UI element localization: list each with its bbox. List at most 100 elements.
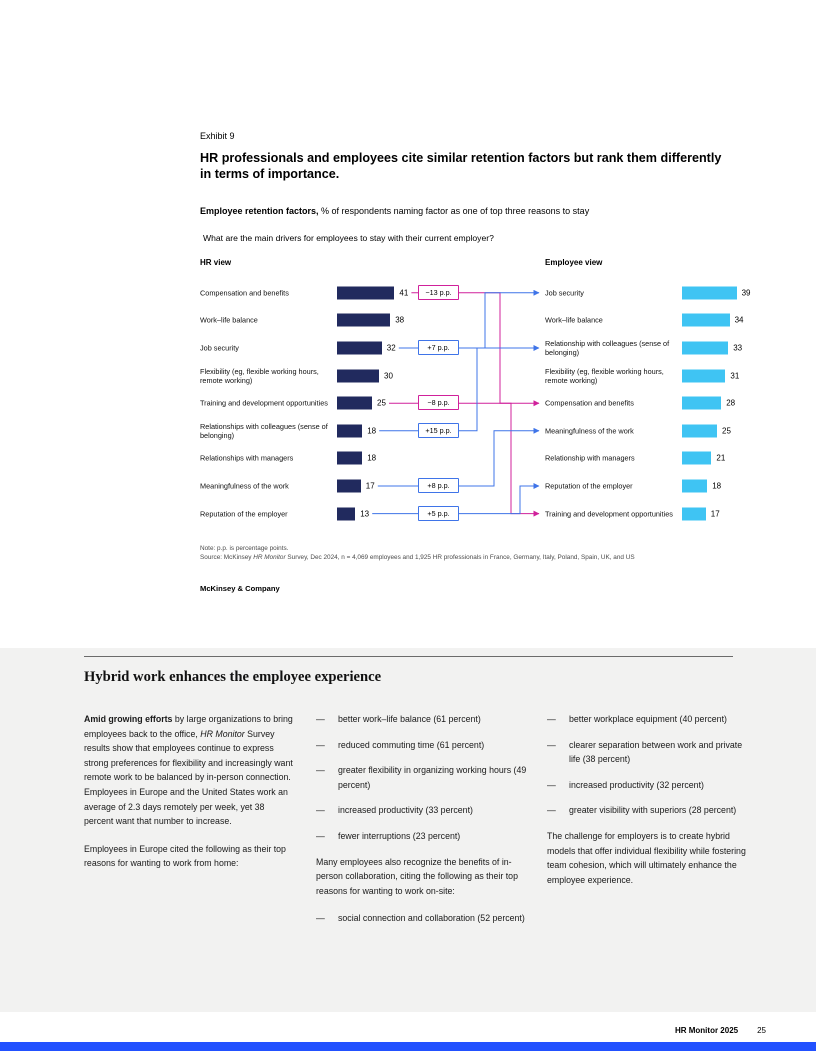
bar-value: 18 [712, 481, 722, 491]
bullet-dash: — [547, 805, 556, 816]
bar-value: 25 [377, 398, 386, 408]
chart-row: Work–life balance 34 [545, 307, 765, 335]
chart-row: Compensation and benefits 28 [545, 389, 765, 417]
bar [337, 313, 391, 327]
intro-text-1: by large organizations to bring employee… [84, 714, 293, 739]
footer-report-title: HR Monitor 2025 [674, 1026, 739, 1035]
bullet-item: — greater visibility with superiors (28 p… [547, 803, 748, 818]
chart-row: Training and development opportunities 17 [545, 500, 765, 528]
bullet-dash: — [316, 714, 325, 724]
bullet-item: — social connection and collaboration (52… [316, 911, 527, 926]
exhibit-section: Exhibit 9 HR professionals and employees… [200, 131, 766, 593]
category-label: Work–life balance [545, 315, 603, 325]
bullet-dash: — [316, 739, 325, 750]
bullet-item: — increased productivity (33 percent) [316, 803, 527, 818]
bullet-text: increased productivity (32 percent) [569, 779, 704, 790]
view-headers: HR view Employee view [200, 258, 766, 270]
chart-row: Relationship with managers 21 [545, 445, 765, 473]
category-label: Flexibility (eg, flexible working hours,… [200, 366, 319, 385]
bar [682, 396, 722, 410]
category-label: Meaningfulness of the work [545, 426, 634, 436]
article-column-2: — better work–life balance (61 percent) — r… [316, 712, 527, 937]
bullet-dash: — [316, 830, 325, 841]
category-label: Reputation of the employer [545, 481, 633, 491]
bullet-text: greater visibility with superiors (28 pe… [569, 805, 737, 816]
bullet-dash: — [316, 765, 325, 776]
paragraph: Many employees also recognize the benefi… [316, 856, 518, 896]
bullet-text: better work–life balance (61 percent) [338, 714, 481, 724]
chart-row: Training and development opportunities 25 [200, 389, 420, 417]
chart-row: Work–life balance 38 [200, 307, 420, 335]
pp-change-label: +8 p.p. [418, 478, 459, 493]
bullet-dash: — [316, 805, 325, 816]
bullet-text: social connection and collaboration (52 … [338, 913, 525, 924]
chart-row: Relationships with colleagues (sense of … [200, 417, 420, 445]
bar [682, 479, 708, 493]
category-label: Work–life balance [200, 315, 258, 325]
exhibit-subtitle: Employee retention factors, % of respond… [200, 206, 766, 216]
category-label: Compensation and benefits [545, 398, 634, 408]
article-band: Hybrid work enhances the employee experi… [0, 648, 816, 1012]
paragraph: Employees in Europe cited the following … [84, 843, 286, 869]
chart-row: Flexibility (eg, flexible working hours,… [200, 362, 420, 390]
bar [337, 341, 382, 355]
bullet-item: — better workplace equipment (40 percent) [547, 712, 748, 727]
pp-change-label: +7 p.p. [418, 340, 459, 355]
article-column-3: — better workplace equipment (40 percent)… [547, 712, 748, 937]
bullet-item: — clearer separation between work and pri… [547, 738, 748, 767]
bar-value: 34 [734, 315, 744, 325]
bar-value: 18 [367, 453, 377, 463]
bar [337, 396, 372, 410]
page-footer: HR Monitor 2025 25 [675, 1026, 766, 1035]
chart-row: Meaningfulness of the work 25 [545, 417, 765, 445]
employee-view-rows: Job security 39 Work–life balance 34 Relatio… [545, 279, 765, 527]
bullet-text: clearer separation between work and priv… [569, 739, 743, 765]
bar-value: 25 [722, 426, 731, 436]
category-label: Relationships with colleagues (sense of … [200, 421, 328, 440]
source-rest: Survey, Dec 2024, n = 4,069 employees an… [285, 553, 635, 561]
bar-value: 39 [741, 288, 751, 298]
bar-value: 31 [730, 371, 740, 381]
source-prefix: Source: McKinsey [200, 553, 254, 561]
chart-row: Reputation of the employer 13 [200, 500, 420, 528]
chart-row: Job security 39 [545, 279, 765, 307]
article-divider [84, 656, 733, 657]
bullet-item: — better work–life balance (61 percent) [316, 712, 527, 727]
category-label: Training and development opportunities [200, 398, 328, 408]
exhibit-source: Source: McKinsey HR Monitor Survey, Dec … [200, 554, 766, 563]
category-label: Relationship with managers [545, 453, 635, 463]
bullet-text: reduced commuting time (61 percent) [338, 739, 485, 750]
category-label: Training and development opportunities [545, 509, 673, 519]
article-column-1: Amid growing efforts by large organizati… [84, 712, 296, 937]
category-label: Compensation and benefits [200, 288, 289, 298]
category-label: Job security [545, 288, 584, 298]
survey-question: What are the main drivers for employees … [203, 233, 494, 243]
bar [337, 286, 395, 300]
bullet-dash: — [316, 913, 325, 924]
brand-color-bar [0, 1042, 816, 1051]
retention-factors-chart: Compensation and benefits 41 Work–life bal… [200, 279, 766, 531]
paragraph: Amid growing efforts by large organizati… [84, 712, 296, 829]
chart-row: Reputation of the employer 18 [545, 472, 765, 500]
onsite-reasons-list-2: — better workplace equipment (40 percent)… [547, 712, 748, 818]
chart-row: Meaningfulness of the work 17 [200, 472, 420, 500]
page-number: 25 [757, 1026, 766, 1035]
bar [682, 313, 730, 327]
chart-row: Relationships with managers 18 [200, 445, 420, 473]
bar-value: 30 [384, 371, 393, 381]
bullet-item: — increased productivity (32 percent) [547, 778, 748, 793]
bullet-dash: — [547, 714, 556, 724]
bullet-item: — reduced commuting time (61 percent) [316, 738, 527, 753]
bar [337, 451, 363, 465]
exhibit-subtitle-bold: Employee retention factors, [200, 206, 319, 216]
paragraph: The challenge for employers is to create… [547, 830, 746, 885]
chart-row: Flexibility (eg, flexible working hours,… [545, 362, 765, 390]
intro-text-2: Survey results show that employees conti… [84, 728, 293, 827]
category-label: Flexibility (eg, flexible working hours,… [545, 366, 664, 385]
bar-value: 33 [733, 343, 743, 353]
chart-row: Relationship with colleagues (sense of b… [545, 334, 765, 362]
bullet-text: better workplace equipment (40 percent) [569, 714, 727, 724]
bar [682, 369, 726, 383]
source-italic: HR Monitor [253, 553, 286, 561]
